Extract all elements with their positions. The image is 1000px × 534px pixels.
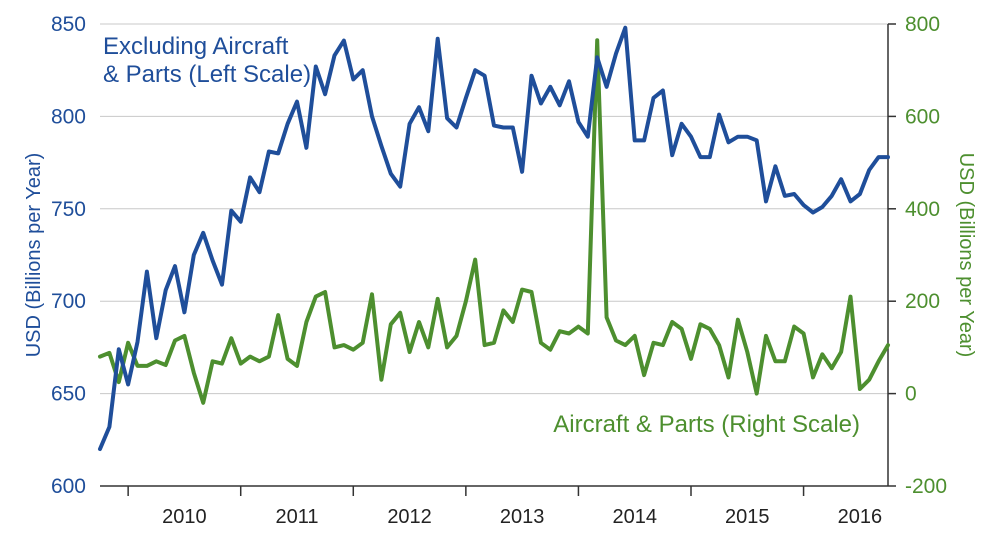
aircraft-parts-label: Aircraft & Parts (Right Scale) (553, 411, 860, 438)
x-tick-label: 2011 (275, 506, 318, 528)
left-tick-label: 750 (51, 198, 86, 221)
right-tick-label: -200 (905, 475, 947, 498)
left-tick-label: 800 (51, 105, 86, 128)
left-axis-title: USD (Billions per Year) (23, 153, 45, 358)
right-tick-label: 0 (905, 383, 917, 406)
right-tick-label: 600 (905, 105, 940, 128)
left-tick-label: 700 (51, 290, 86, 313)
left-tick-label: 850 (51, 13, 86, 36)
excluding-aircraft-line (98, 25, 890, 451)
x-tick-label: 2016 (838, 506, 883, 528)
excluding-aircraft-label: & Parts (Left Scale) (103, 61, 311, 88)
aircraft-parts-line (98, 38, 890, 405)
series-lines (98, 25, 890, 451)
right-tick-label: 200 (905, 290, 940, 313)
annotations: USD (Billions per Year) USD (Billions per… (23, 33, 977, 438)
tick-labels: 600 650 700 750 800 850 -200 0 200 400 600 800 2010 2… (51, 13, 947, 528)
right-tick-label: 800 (905, 13, 940, 36)
x-tick-label: 2010 (162, 506, 207, 528)
x-tick-label: 2015 (725, 506, 770, 528)
x-tick-label: 2014 (612, 506, 657, 528)
right-axis-title: USD (Billions per Year) (955, 153, 977, 358)
axes (100, 23, 896, 496)
left-tick-label: 600 (51, 475, 86, 498)
excluding-aircraft-label: Excluding Aircraft (103, 33, 289, 60)
left-tick-label: 650 (51, 383, 86, 406)
x-tick-label: 2013 (500, 506, 545, 528)
x-tick-label: 2012 (387, 506, 432, 528)
right-tick-label: 400 (905, 198, 940, 221)
